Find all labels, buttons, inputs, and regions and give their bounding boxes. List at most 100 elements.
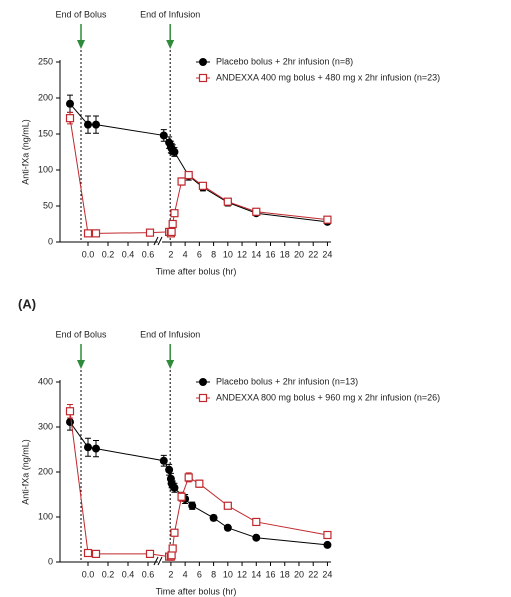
legend-label: Placebo bolus + 2hr infusion (n=8) (216, 56, 353, 66)
legend-marker (199, 378, 207, 386)
x-tick-label: 10 (223, 569, 233, 579)
x-tick-label: 0.2 (102, 569, 115, 579)
y-tick-label: 200 (38, 92, 53, 102)
data-point (223, 501, 232, 510)
data-point (177, 177, 186, 186)
data-point (252, 517, 261, 527)
data-point (91, 549, 101, 559)
y-tick-label: 300 (38, 421, 53, 431)
legend-marker (198, 73, 208, 83)
data-point (184, 473, 193, 482)
legend-marker (199, 58, 207, 66)
series-line (69, 118, 328, 235)
data-point (84, 120, 92, 129)
data-point (170, 209, 179, 218)
y-axis-label: Anti-fXa (ng/mL) (20, 119, 30, 185)
y-axis-label: Anti-fXa (ng/mL) (20, 439, 30, 505)
x-tick-label: 16 (266, 569, 276, 579)
x-tick-label: 20 (294, 569, 304, 579)
x-tick-label: 22 (308, 569, 318, 579)
panel-label: (A) (18, 296, 36, 311)
data-point (91, 229, 101, 238)
legend-label: ANDEXXA 400 mg bolus + 480 mg x 2hr infu… (216, 72, 440, 82)
annotation: End of Infusion (140, 9, 200, 19)
x-tick-label: 16 (266, 249, 276, 259)
data-point (83, 229, 93, 238)
x-tick-label: 4 (183, 569, 188, 579)
annotation-arrowhead (166, 360, 175, 369)
data-point (145, 228, 155, 237)
y-tick-label: 50 (43, 200, 53, 210)
y-tick-label: 100 (38, 511, 53, 521)
x-tick-label: 0.2 (102, 249, 115, 259)
annotation: End of Bolus (55, 329, 107, 339)
x-tick-label: 6 (197, 569, 202, 579)
x-tick-label: 10 (223, 249, 233, 259)
annotation: End of Bolus (55, 9, 107, 19)
data-point (65, 407, 75, 416)
x-tick-label: 24 (322, 249, 332, 259)
data-point (188, 501, 197, 510)
annotation-arrowhead (166, 40, 175, 49)
data-point (252, 207, 261, 216)
x-tick-label: 0.4 (122, 249, 135, 259)
y-tick-label: 0 (48, 236, 53, 246)
data-point (65, 114, 75, 123)
series-line (69, 103, 328, 223)
panel: 0 50 100 150 200 250 Anti-fXa (ng/mL) 0.0 0.2 0.4… (18, 9, 440, 311)
x-tick-label: 2 (168, 569, 173, 579)
x-tick-label: 0.6 (142, 569, 155, 579)
y-tick-label: 100 (38, 164, 53, 174)
data-point (168, 219, 177, 229)
data-point (198, 181, 208, 190)
x-tick-label: 0.0 (82, 249, 95, 259)
data-point (165, 465, 174, 474)
data-point (159, 456, 168, 465)
data-point (209, 513, 218, 522)
x-tick-label: 20 (294, 249, 304, 259)
data-point (168, 544, 177, 553)
y-tick-label: 0 (48, 556, 53, 566)
x-tick-label: 4 (183, 249, 188, 259)
data-point (66, 99, 74, 108)
data-point (252, 533, 261, 542)
x-axis-label: Time after bolus (hr) (156, 266, 237, 276)
annotation-arrowhead (77, 360, 85, 369)
data-point (92, 120, 100, 129)
data-point (145, 549, 155, 559)
data-point (167, 551, 176, 560)
data-point (323, 540, 332, 549)
annotation-arrowhead (77, 40, 85, 49)
y-tick-label: 250 (38, 56, 53, 66)
x-tick-label: 12 (237, 249, 247, 259)
data-point (184, 170, 193, 180)
data-point (177, 492, 186, 501)
legend-label: ANDEXXA 800 mg bolus + 960 mg x 2hr infu… (216, 392, 440, 402)
data-point (195, 479, 204, 488)
panel: 0 100 200 300 400 Anti-fXa (ng/mL) 0.0 0.2 0.4 0.… (20, 329, 440, 596)
x-tick-label: 12 (237, 569, 247, 579)
data-point (167, 227, 176, 237)
x-tick-label: 14 (251, 569, 261, 579)
x-tick-label: 2 (168, 249, 173, 259)
y-tick-label: 200 (38, 466, 53, 476)
data-point (170, 148, 179, 156)
x-axis-label: Time after bolus (hr) (156, 586, 237, 596)
data-point (66, 418, 74, 427)
data-point (170, 528, 179, 537)
data-point (83, 548, 93, 558)
y-tick-label: 400 (38, 376, 53, 386)
data-point (323, 215, 332, 224)
x-tick-label: 0.0 (82, 569, 95, 579)
x-tick-label: 24 (322, 569, 332, 579)
legend-marker (198, 393, 208, 403)
axis-break (153, 556, 163, 566)
annotation: End of Infusion (140, 329, 200, 339)
data-point (323, 530, 332, 540)
legend-label: Placebo bolus + 2hr infusion (n=13) (216, 376, 358, 386)
data-point (223, 523, 232, 532)
x-tick-label: 18 (280, 249, 290, 259)
data-point (159, 131, 168, 140)
data-point (223, 197, 232, 206)
axis-break (153, 236, 163, 246)
